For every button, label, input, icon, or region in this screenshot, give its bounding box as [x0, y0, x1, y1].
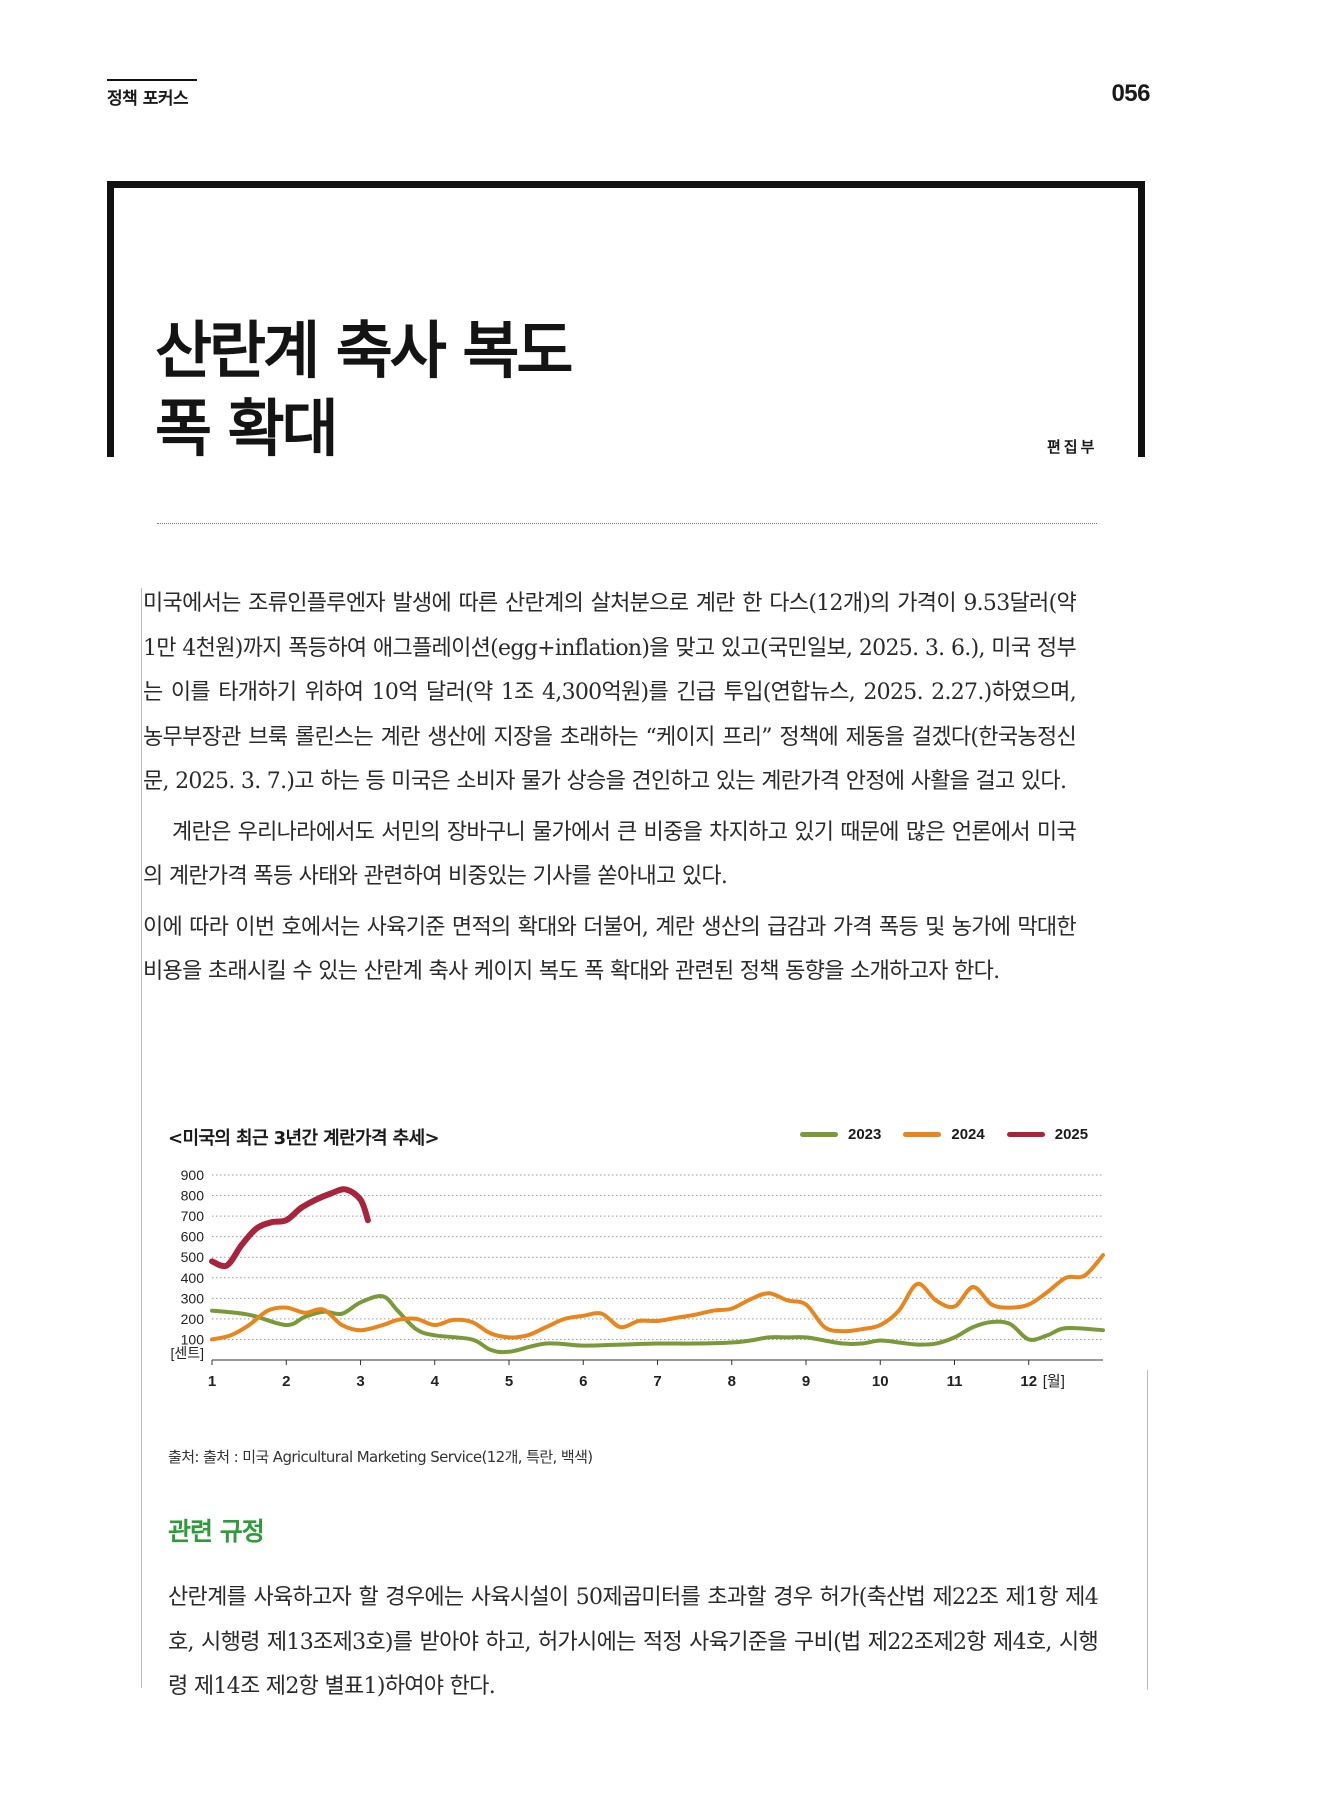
x-tick-label: 2	[282, 1373, 290, 1390]
paragraph-2: 계란은 우리나라에서도 서민의 장바구니 물가에서 큰 비중을 차지하고 있기 …	[143, 819, 1077, 890]
chart-legend: 2023 2024 2025	[800, 1126, 1088, 1143]
paragraph-1: 미국에서는 조류인플루엔자 발생에 따른 산란계의 살처분으로 계란 한 다스(…	[143, 591, 1077, 794]
page-number: 056	[1111, 80, 1150, 107]
chart-source: 출처: 출처 : 미국 Agricultural Marketing Servi…	[168, 1448, 593, 1466]
y-tick-label: 900	[181, 1167, 205, 1183]
column-rule-left	[141, 588, 142, 1688]
x-tick-label: 9	[802, 1373, 810, 1390]
x-tick-label: 4	[431, 1373, 440, 1390]
legend-swatch-2025	[1006, 1132, 1045, 1137]
x-tick-label: 10	[872, 1373, 889, 1390]
legend-item-2024: 2024	[903, 1126, 985, 1143]
article-title: 산란계 축사 복도 폭 확대	[155, 312, 573, 468]
x-tick-label: 8	[728, 1373, 736, 1390]
y-tick-label: 100	[181, 1331, 205, 1347]
legend-label-2024: 2024	[951, 1126, 985, 1143]
paragraph-3: 이에 따라 이번 호에서는 사육기준 면적의 확대와 더불어, 계란 생산의 급…	[143, 914, 1077, 985]
y-tick-label: 400	[181, 1270, 205, 1286]
regulation-paragraph: 산란계를 사육하고자 할 경우에는 사육시설이 50제곱미터를 초과할 경우 허…	[168, 1585, 1099, 1699]
x-tick-label: 3	[356, 1373, 364, 1390]
section-label: 정책 포커스	[107, 89, 189, 109]
y-tick-label: 800	[181, 1188, 205, 1204]
y-tick-label: 300	[181, 1290, 205, 1306]
y-axis-unit-label: [센트]	[170, 1345, 204, 1361]
series-line-2025	[209, 1186, 371, 1270]
section-subheading: 관련 규정	[168, 1517, 265, 1546]
article-body: 미국에서는 조류인플루엔자 발생에 따른 산란계의 살처분으로 계란 한 다스(…	[143, 582, 1077, 1001]
legend-label-2023: 2023	[848, 1126, 882, 1143]
legend-item-2025: 2025	[1006, 1126, 1089, 1143]
y-tick-label: 500	[181, 1249, 205, 1265]
x-tick-label: 1	[208, 1373, 216, 1390]
x-tick-label: 12	[1020, 1373, 1037, 1390]
article-title-line2: 폭 확대	[155, 392, 339, 465]
series-line-2023	[210, 1294, 1105, 1355]
x-axis-unit-label: [월]	[1043, 1373, 1065, 1390]
title-frame	[107, 181, 1145, 457]
legend-swatch-2023	[800, 1132, 838, 1137]
x-tick-label: 11	[947, 1373, 963, 1390]
legend-label-2025: 2025	[1054, 1126, 1089, 1143]
article-title-line1: 산란계 축사 복도	[155, 314, 573, 387]
legend-item-2023: 2023	[800, 1126, 881, 1143]
series-line-2024	[210, 1253, 1105, 1342]
x-tick-label: 5	[505, 1373, 513, 1390]
legend-swatch-2024	[903, 1132, 942, 1137]
y-tick-label: 600	[181, 1229, 205, 1245]
chart-title: <미국의 최근 3년간 계란가격 추세>	[168, 1128, 440, 1149]
column-rule-right	[1147, 1370, 1148, 1690]
y-tick-label: 700	[181, 1208, 205, 1224]
y-tick-label: 200	[181, 1311, 205, 1327]
x-tick-label: 6	[579, 1373, 587, 1390]
author-byline: 편집부	[1047, 438, 1098, 456]
header-rule	[107, 79, 197, 81]
dotted-divider	[157, 523, 1097, 524]
x-tick-label: 7	[653, 1373, 661, 1390]
